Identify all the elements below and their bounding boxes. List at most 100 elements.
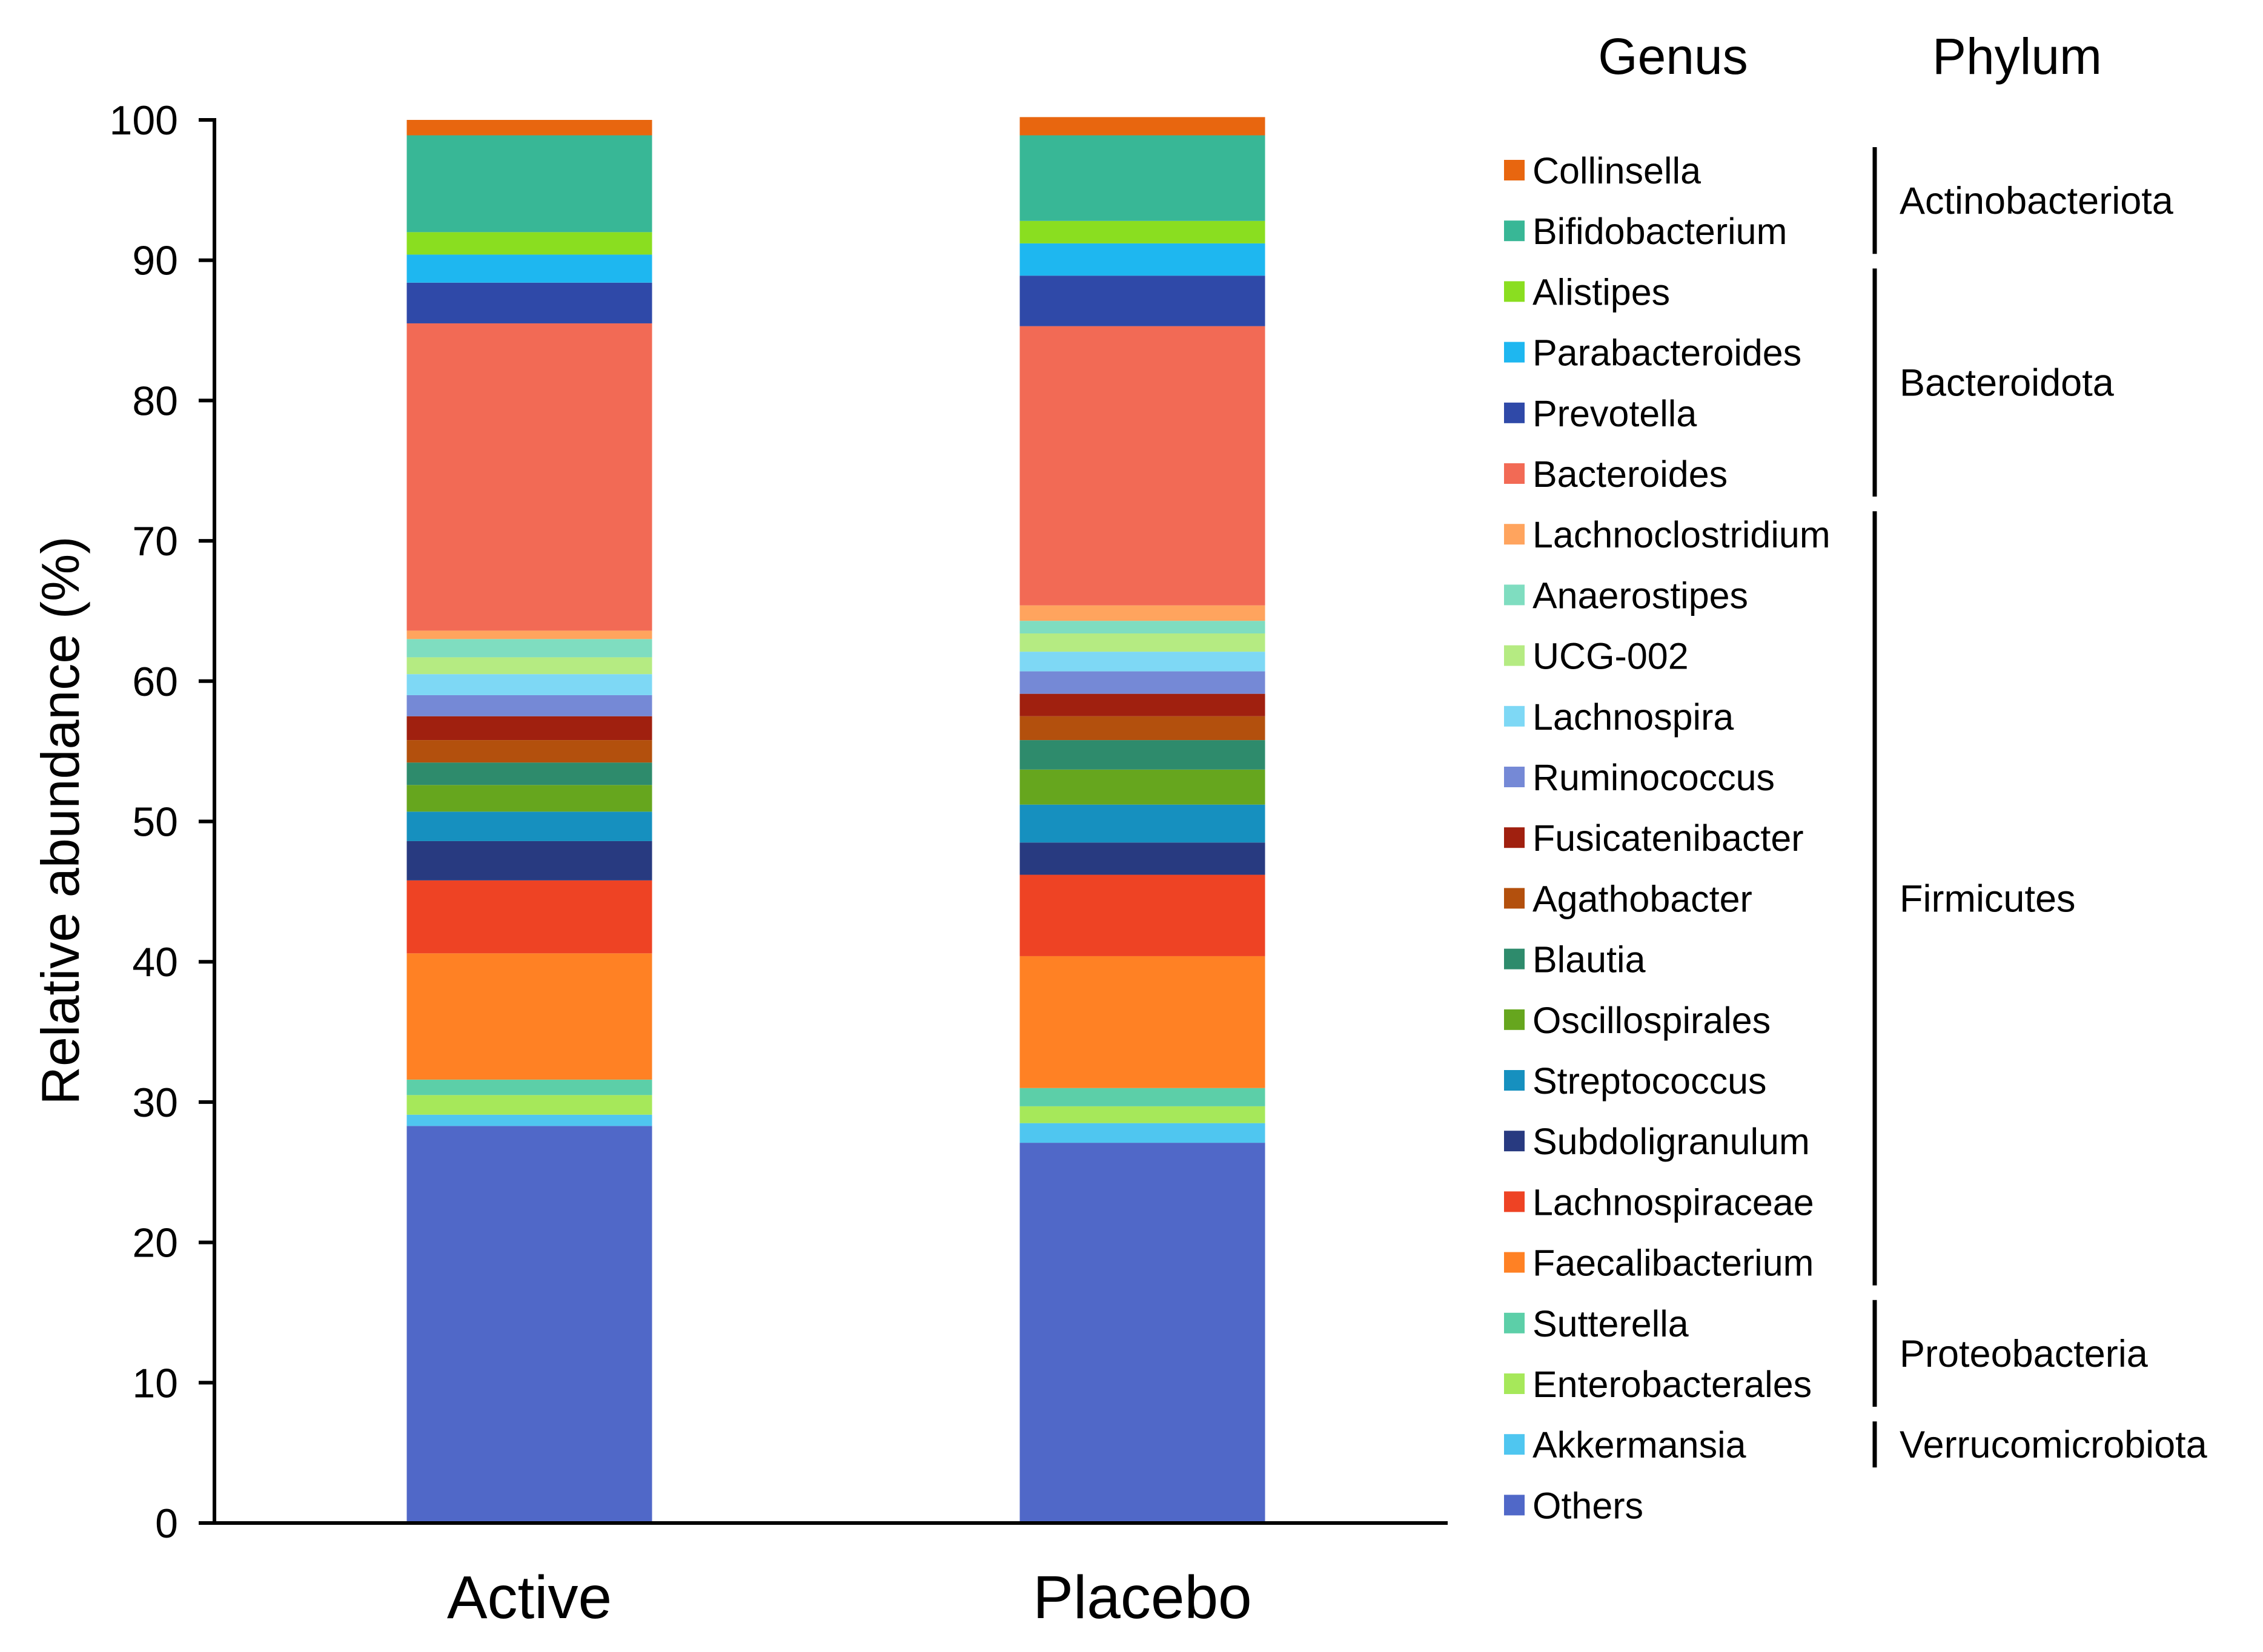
legend-swatch-oscillospirales <box>1504 1009 1525 1030</box>
legend-swatch-alistipes <box>1504 281 1525 302</box>
phylum-label-verrucomicrobiota: Verrucomicrobiota <box>1900 1424 2208 1466</box>
legend-label-agathobacter: Agathobacter <box>1532 878 1752 919</box>
phylum-label-proteobacteria: Proteobacteria <box>1900 1333 2149 1375</box>
legend-swatch-anaerostipes <box>1504 584 1525 606</box>
phylum-label-actinobacteriota: Actinobacteriota <box>1900 180 2174 222</box>
legend-swatch-parabacteroides <box>1504 342 1525 363</box>
bar-segment-placebo-enterobacterales <box>1019 1106 1265 1123</box>
legend-label-bacteroides: Bacteroides <box>1532 454 1728 495</box>
y-tick-label-60: 60 <box>132 659 178 705</box>
bar-segment-active-enterobacterales <box>406 1095 652 1115</box>
legend-swatch-collinsella <box>1504 160 1525 180</box>
legend-title-phylum: Phylum <box>1932 28 2102 85</box>
bar-segment-active-others <box>406 1126 652 1523</box>
legend-swatch-lachnospira <box>1504 705 1525 727</box>
legend-label-prevotella: Prevotella <box>1532 393 1697 434</box>
bar-segment-active-collinsella <box>406 120 652 136</box>
legend-swatch-sutterella <box>1504 1312 1525 1333</box>
legend-label-collinsella: Collinsella <box>1532 150 1701 191</box>
bar-segment-placebo-prevotella <box>1019 276 1265 326</box>
bar-segment-placebo-subdoliglranulum <box>1019 842 1265 875</box>
y-tick-label-20: 20 <box>132 1220 178 1266</box>
legend-swatch-ucg-002 <box>1504 645 1525 666</box>
bar-segment-placebo-ucg-002 <box>1019 633 1265 652</box>
bar-segment-active-agathobacter <box>406 740 652 763</box>
legend-label-enterobacterales: Enterobacterales <box>1532 1364 1812 1405</box>
legend-label-ruminococcus: Ruminococcus <box>1532 757 1775 798</box>
phylum-label-bacteroidota: Bacteroidota <box>1900 362 2115 405</box>
bar-segment-active-anaerostipes <box>406 639 652 658</box>
bar-segment-placebo-others <box>1019 1143 1265 1523</box>
legend-swatch-faecalibacterium <box>1504 1252 1525 1273</box>
legend-label-fusicatenibacter: Fusicatenibacter <box>1532 818 1804 859</box>
bar-segment-active-lachnoclostridium <box>406 630 652 639</box>
bar-segment-active-blautia <box>406 762 652 785</box>
legend-swatch-agathobacter <box>1504 888 1525 909</box>
bar-segment-active-subdoliglranulum <box>406 841 652 881</box>
bar-segment-placebo-anaerostipes <box>1019 621 1265 634</box>
legend-label-others: Others <box>1532 1485 1643 1526</box>
legend-label-blautia: Blautia <box>1532 939 1646 980</box>
legend-label-subdoligranulum: Subdoligranulum <box>1532 1121 1810 1162</box>
y-tick-label-30: 30 <box>132 1080 178 1126</box>
legend-swatch-akkermansia <box>1504 1434 1525 1455</box>
legend-swatch-bifidobacterium <box>1504 220 1525 242</box>
bar-segment-placebo-lachnospiraceae <box>1019 874 1265 956</box>
bar-segment-active-oscillospirales <box>406 785 652 812</box>
x-axis: Active Placebo <box>214 1521 1448 1631</box>
bar-segment-active-faecalibacterium <box>406 953 652 1080</box>
bar-segment-active-bifidobacterium <box>406 135 652 233</box>
x-category-label-active: Active <box>447 1564 612 1631</box>
legend-label-sutterella: Sutterella <box>1532 1303 1689 1344</box>
y-tick-label-50: 50 <box>132 799 178 845</box>
bar-segment-placebo-collinsella <box>1019 117 1265 136</box>
bar-segment-placebo-blautia <box>1019 740 1265 770</box>
bar-segment-placebo-streptococcus <box>1019 804 1265 843</box>
legend-swatch-fusicatenibacter <box>1504 827 1525 848</box>
bar-segment-active-parabacteroides <box>406 254 652 283</box>
legend-title-genus: Genus <box>1598 28 1748 85</box>
bar-segment-active-fusicatenibacter <box>406 716 652 741</box>
y-tick-label-80: 80 <box>132 378 178 424</box>
y-tick-label-90: 90 <box>132 238 178 284</box>
bar-segment-active-ucg-002 <box>406 657 652 675</box>
y-tick-label-70: 70 <box>132 518 178 564</box>
phylum-brackets: Actinobacteriota Bacteroidota Firmicutes Pr… <box>1872 147 2208 1468</box>
legend-label-akkermansia: Akkermansia <box>1532 1424 1746 1465</box>
legend-label-faecalibacterium: Faecalibacterium <box>1532 1243 1814 1284</box>
legend-label-streptococcus: Streptococcus <box>1532 1060 1767 1102</box>
bar-segment-placebo-fusicatenibacter <box>1019 693 1265 716</box>
legend-label-lachnospira: Lachnospira <box>1532 696 1734 738</box>
legend-swatch-streptococcus <box>1504 1070 1525 1091</box>
bar-segment-placebo-faecalibacterium <box>1019 956 1265 1088</box>
legend-swatch-blautia <box>1504 948 1525 970</box>
bar-segment-placebo-alistipes <box>1019 220 1265 243</box>
bar-segment-active-prevotella <box>406 282 652 323</box>
bar-segment-placebo-agathobacter <box>1019 716 1265 741</box>
legend-label-anaerostipes: Anaerostipes <box>1532 575 1748 616</box>
y-axis-label: Relative abundance (%) <box>30 536 90 1105</box>
bar-segment-active-akkermansia <box>406 1114 652 1126</box>
legend-swatch-enterobacterales <box>1504 1373 1525 1394</box>
bars-group <box>406 117 1265 1523</box>
legend-swatch-others <box>1504 1495 1525 1516</box>
y-tick-label-0: 0 <box>155 1501 178 1547</box>
y-tick-label-100: 100 <box>110 97 178 144</box>
bar-segment-active-lachnospiraceae <box>406 880 652 954</box>
phylum-label-firmicutes: Firmicutes <box>1900 877 2076 920</box>
y-axis: 0 10 20 30 40 50 60 70 80 90 100 <box>110 97 216 1547</box>
x-category-label-placebo: Placebo <box>1033 1564 1251 1631</box>
legend-swatch-subdoligranulum <box>1504 1131 1525 1152</box>
legend-swatch-prevotella <box>1504 402 1525 423</box>
legend-swatch-ruminococcus <box>1504 767 1525 787</box>
bar-segment-placebo-parabacteroides <box>1019 243 1265 276</box>
bar-segment-placebo-bifidobacterium <box>1019 135 1265 221</box>
y-tick-label-10: 10 <box>132 1360 178 1406</box>
bar-segment-placebo-akkermansia <box>1019 1123 1265 1143</box>
legend-label-bifidobacterium: Bifidobacterium <box>1532 211 1787 252</box>
bar-segment-active-streptococcus <box>406 811 652 841</box>
bar-segment-placebo-ruminococcus <box>1019 671 1265 694</box>
bar-segment-active-sutterella <box>406 1079 652 1095</box>
bar-segment-active-alistipes <box>406 232 652 255</box>
